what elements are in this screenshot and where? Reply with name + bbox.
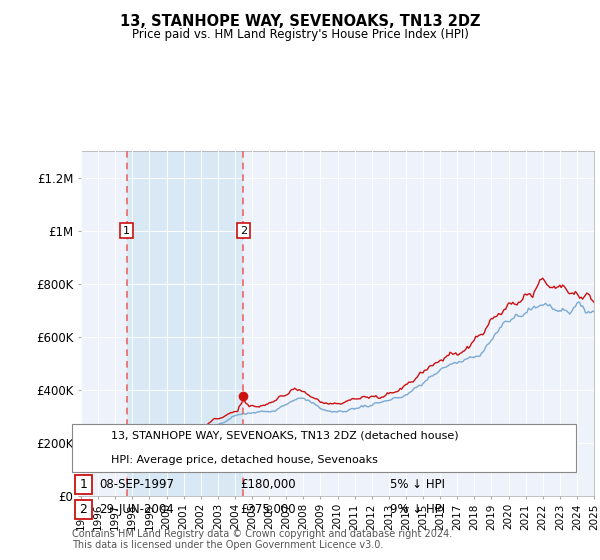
- Text: 13, STANHOPE WAY, SEVENOAKS, TN13 2DZ (detached house): 13, STANHOPE WAY, SEVENOAKS, TN13 2DZ (d…: [111, 431, 458, 441]
- Text: 13, STANHOPE WAY, SEVENOAKS, TN13 2DZ: 13, STANHOPE WAY, SEVENOAKS, TN13 2DZ: [120, 14, 480, 29]
- Text: £180,000: £180,000: [240, 478, 296, 491]
- Text: 9% ↓ HPI: 9% ↓ HPI: [390, 503, 445, 516]
- Text: 2: 2: [240, 226, 247, 236]
- Text: Contains HM Land Registry data © Crown copyright and database right 2024.
This d: Contains HM Land Registry data © Crown c…: [72, 529, 452, 550]
- Text: 2: 2: [79, 503, 88, 516]
- Text: 08-SEP-1997: 08-SEP-1997: [99, 478, 174, 491]
- Text: 1: 1: [123, 226, 130, 236]
- Text: Price paid vs. HM Land Registry's House Price Index (HPI): Price paid vs. HM Land Registry's House …: [131, 28, 469, 41]
- Text: 29-JUN-2004: 29-JUN-2004: [99, 503, 174, 516]
- Text: £375,000: £375,000: [240, 503, 296, 516]
- Text: 5% ↓ HPI: 5% ↓ HPI: [390, 478, 445, 491]
- Bar: [127, 151, 244, 496]
- Text: 1: 1: [79, 478, 88, 491]
- Text: HPI: Average price, detached house, Sevenoaks: HPI: Average price, detached house, Seve…: [111, 455, 378, 465]
